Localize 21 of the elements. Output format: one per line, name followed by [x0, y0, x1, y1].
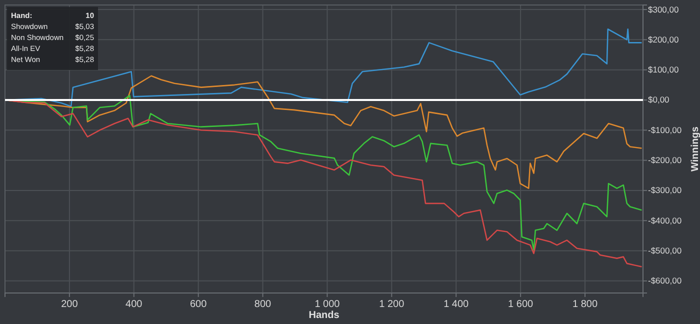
x-tick-label: 400	[126, 299, 143, 310]
y-tick-label: $300,00	[648, 4, 679, 14]
y-tick-label: -$400,00	[648, 215, 682, 226]
y-tick-label: -$300,00	[648, 185, 682, 196]
x-tick-label: 1 200	[379, 299, 405, 310]
y-tick-label: -$200,00	[648, 155, 682, 166]
x-tick-label: 1 000	[314, 299, 340, 310]
y-axis-title: Winnings	[690, 126, 700, 172]
y-tick-label: -$600,00	[648, 276, 682, 286]
y-tick-label: $200,00	[648, 34, 679, 44]
y-tick-label: -$100,00	[648, 124, 682, 135]
x-tick-label: 1 800	[572, 299, 598, 310]
y-tick-label: $100,00	[648, 64, 679, 75]
x-tick-label: 800	[254, 299, 272, 310]
x-tick-label: 1 400	[444, 299, 470, 310]
x-tick-label: 600	[190, 299, 208, 310]
x-tick-label: 1 600	[508, 299, 534, 310]
y-tick-label: -$500,00	[648, 246, 682, 256]
x-axis-title: Hands	[308, 310, 340, 321]
y-tick-label: $0,00	[648, 94, 670, 105]
x-tick-label: 200	[61, 299, 78, 310]
